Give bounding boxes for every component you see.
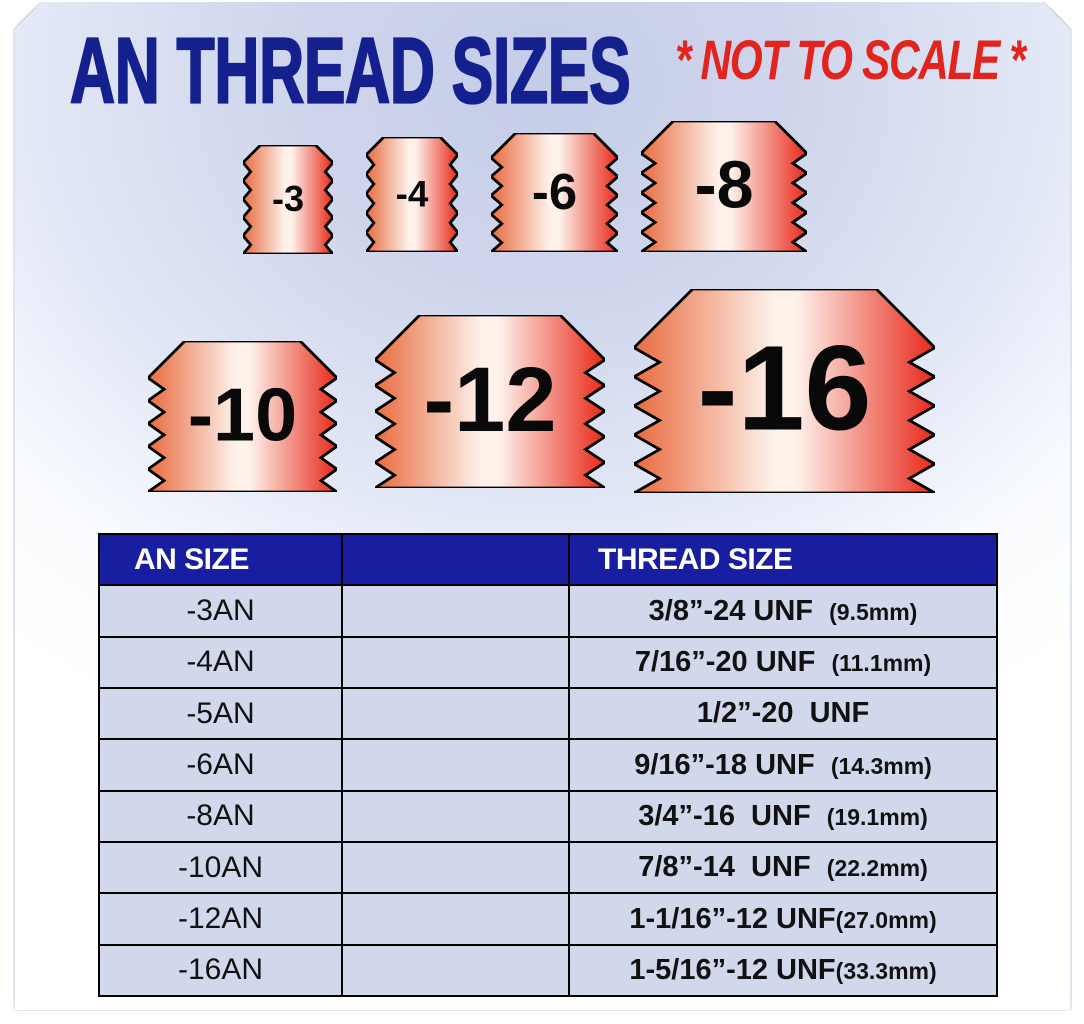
svg-text:-6: -6 — [532, 163, 577, 220]
svg-text:-4: -4 — [396, 173, 429, 214]
svg-text:-3: -3 — [272, 178, 304, 219]
svg-text:-16: -16 — [697, 321, 871, 456]
svg-text:-12: -12 — [424, 349, 557, 451]
svg-text:-8: -8 — [694, 149, 753, 223]
svg-text:-10: -10 — [188, 374, 297, 458]
